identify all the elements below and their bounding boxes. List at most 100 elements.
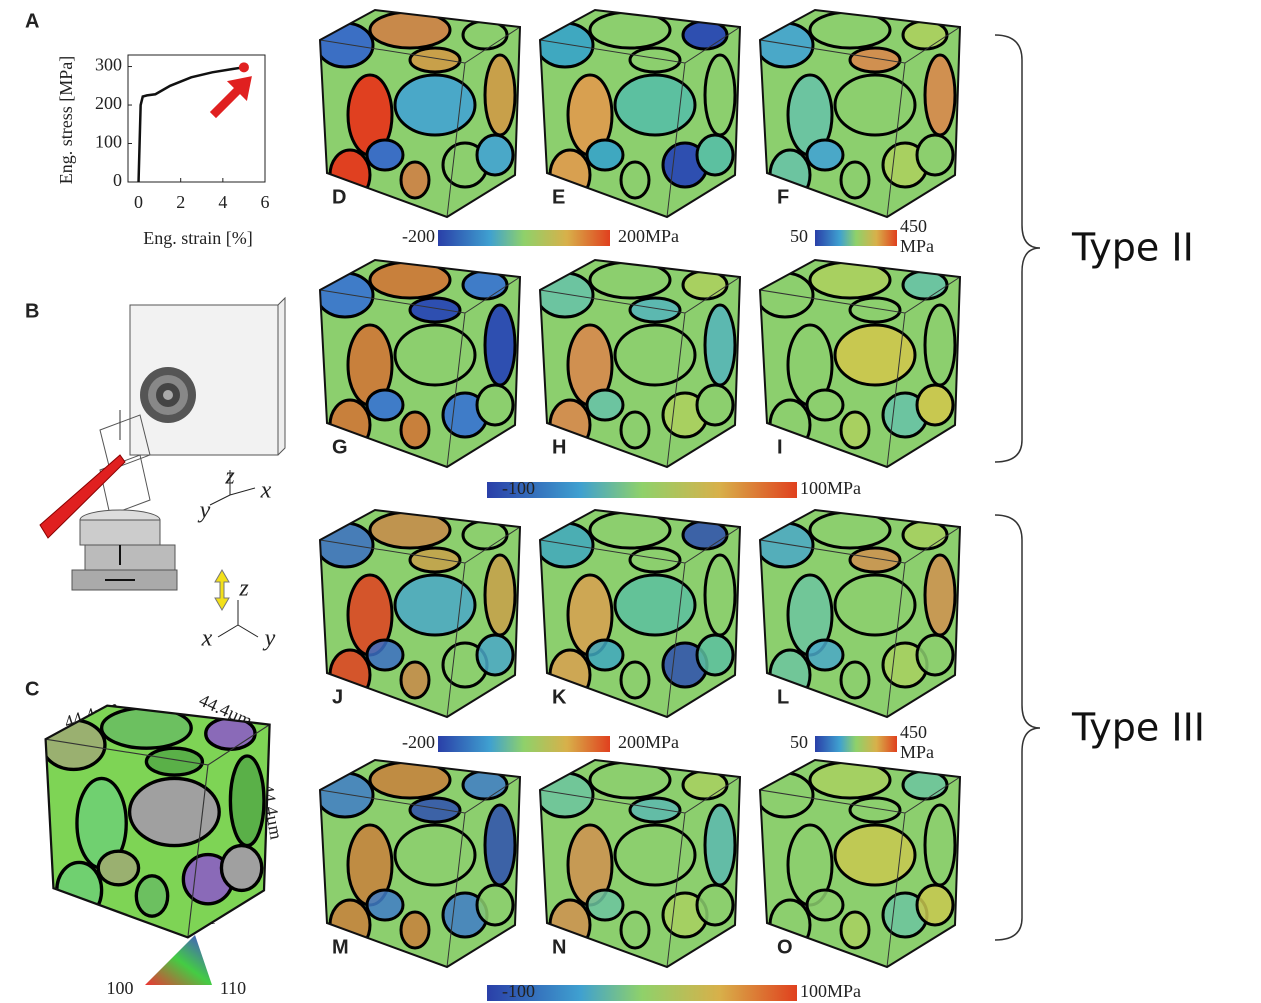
y-tick-label: 300 [95, 55, 122, 75]
grain [619, 160, 651, 200]
grain [475, 133, 515, 177]
y-tick-label: 200 [95, 93, 122, 113]
colorbar-min: 50 [790, 732, 808, 752]
panel-letter: E [552, 186, 565, 208]
grain [540, 21, 595, 69]
grain [805, 388, 845, 422]
grain [628, 546, 682, 574]
grain [613, 573, 697, 637]
grain [833, 323, 917, 387]
cube-body [320, 510, 520, 717]
grain [760, 771, 815, 819]
grain [703, 53, 737, 137]
outline [318, 758, 522, 969]
outline [758, 8, 962, 219]
colorbar-min: -100 [502, 981, 535, 1001]
grain [320, 521, 375, 569]
grain [540, 521, 595, 569]
grain [923, 303, 957, 387]
cube [758, 258, 962, 469]
outline [44, 704, 271, 939]
axis-name: y [263, 626, 276, 652]
cube [44, 704, 271, 939]
grain [915, 883, 955, 927]
grain [408, 796, 462, 824]
edge [666, 62, 686, 217]
grain [839, 660, 871, 700]
outline [758, 758, 962, 969]
grain [483, 53, 517, 137]
colorbar [815, 736, 897, 752]
grain [393, 323, 477, 387]
grain [619, 660, 651, 700]
colorbar-min: -100 [502, 478, 535, 498]
grain [619, 910, 651, 950]
edge [446, 312, 466, 467]
outline [318, 258, 522, 469]
panel-letter: N [552, 936, 566, 958]
brace [994, 514, 1041, 941]
panel-letter: A [25, 10, 39, 32]
panel-letter: L [777, 686, 789, 708]
grain [483, 553, 517, 637]
grain [768, 148, 812, 202]
panel-letter: H [552, 436, 566, 458]
outline [538, 508, 742, 719]
grain [585, 388, 625, 422]
grain [399, 160, 431, 200]
grain [399, 660, 431, 700]
colorbar [487, 482, 797, 498]
grain [833, 823, 917, 887]
cube [758, 508, 962, 719]
y-tick-label: 100 [95, 132, 122, 152]
edge [187, 764, 209, 938]
group-label: Type II [1071, 226, 1194, 270]
grain [839, 410, 871, 450]
grain [703, 553, 737, 637]
colorbar-max: 200MPa [618, 226, 679, 246]
ipf-triangle [145, 935, 212, 985]
grain [585, 888, 625, 922]
grain [320, 21, 375, 69]
x-axis-label: Eng. strain [%] [143, 228, 252, 248]
grain [613, 823, 697, 887]
edge [666, 312, 686, 467]
grain [848, 546, 902, 574]
ipf-label: 100 [107, 978, 134, 998]
x-tick-label: 0 [134, 192, 143, 212]
grain [628, 46, 682, 74]
grain [703, 803, 737, 887]
colorbar-max: 200MPa [618, 732, 679, 752]
panel-letter: D [332, 186, 346, 208]
outline [318, 508, 522, 719]
axis-name: x [201, 626, 213, 652]
group-label: Type III [1071, 706, 1205, 750]
grain [805, 138, 845, 172]
arrow [209, 76, 252, 119]
grain [399, 410, 431, 450]
grain [619, 410, 651, 450]
colorbar-min: 50 [790, 226, 808, 246]
grain [613, 323, 697, 387]
grain [228, 754, 266, 848]
grain [805, 638, 845, 672]
grain [408, 46, 462, 74]
outline [538, 258, 742, 469]
panel-letter: O [777, 936, 793, 958]
colorbar [438, 230, 610, 246]
grain [483, 803, 517, 887]
panel-letter: J [332, 686, 343, 708]
grain [320, 271, 375, 319]
cube-body [540, 260, 740, 467]
grain [144, 746, 205, 777]
grain [915, 383, 955, 427]
grain [805, 888, 845, 922]
cube [318, 508, 522, 719]
panel-letter: M [332, 936, 349, 958]
cube [758, 758, 962, 969]
grain [768, 398, 812, 452]
grain [628, 796, 682, 824]
cube-body [760, 260, 960, 467]
grain [760, 521, 815, 569]
panel-letter: C [25, 678, 39, 700]
